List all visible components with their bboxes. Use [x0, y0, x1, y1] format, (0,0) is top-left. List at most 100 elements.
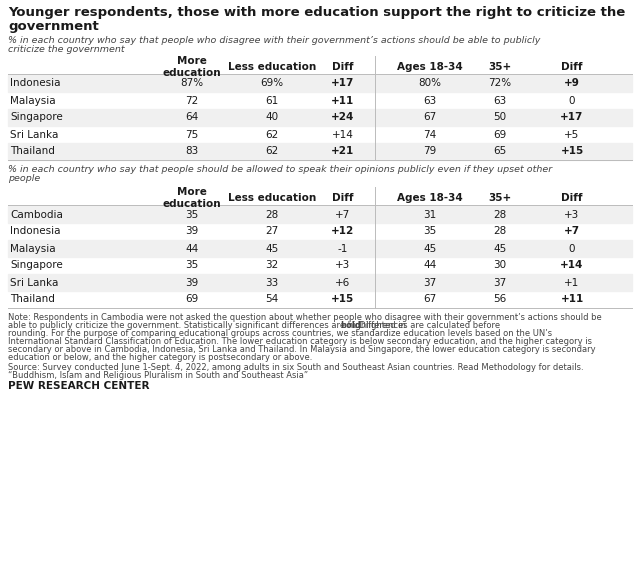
- Text: 39: 39: [186, 227, 198, 236]
- Text: 35+: 35+: [488, 62, 511, 72]
- Text: +7: +7: [335, 209, 351, 219]
- Text: 65: 65: [493, 147, 507, 156]
- Text: Sri Lanka: Sri Lanka: [10, 277, 58, 288]
- Text: Thailand: Thailand: [10, 294, 55, 305]
- Text: 61: 61: [266, 95, 278, 105]
- Text: 74: 74: [424, 130, 436, 139]
- Text: Ages 18-34: Ages 18-34: [397, 62, 463, 72]
- Bar: [8, 206, 632, 223]
- Bar: [8, 274, 632, 291]
- Text: 28: 28: [266, 209, 278, 219]
- Text: Indonesia: Indonesia: [10, 78, 61, 89]
- Text: 30: 30: [493, 261, 507, 271]
- Bar: [8, 109, 632, 126]
- Text: Diff: Diff: [561, 62, 583, 72]
- Text: 80%: 80%: [419, 78, 442, 89]
- Text: . Differences are calculated before: . Differences are calculated before: [354, 321, 500, 330]
- Text: % in each country who say that people should be allowed to speak their opinions : % in each country who say that people sh…: [8, 165, 552, 174]
- Text: 56: 56: [493, 294, 507, 305]
- Text: Malaysia: Malaysia: [10, 244, 56, 253]
- Text: Sri Lanka: Sri Lanka: [10, 130, 58, 139]
- Text: 0: 0: [569, 95, 575, 105]
- Text: +3: +3: [335, 261, 351, 271]
- Text: +15: +15: [332, 294, 355, 305]
- Text: 45: 45: [424, 244, 436, 253]
- Text: 63: 63: [424, 95, 436, 105]
- Text: government: government: [8, 20, 99, 33]
- Text: +17: +17: [560, 112, 584, 122]
- Text: % in each country who say that people who disagree with their government’s actio: % in each country who say that people wh…: [8, 36, 540, 45]
- Text: 40: 40: [266, 112, 278, 122]
- Text: +12: +12: [332, 227, 355, 236]
- Text: 69: 69: [186, 294, 198, 305]
- Text: Ages 18-34: Ages 18-34: [397, 193, 463, 203]
- Text: 32: 32: [266, 261, 278, 271]
- Text: 64: 64: [186, 112, 198, 122]
- Text: people: people: [8, 174, 40, 183]
- Text: Singapore: Singapore: [10, 112, 63, 122]
- Text: 37: 37: [493, 277, 507, 288]
- Text: 72: 72: [186, 95, 198, 105]
- Text: Less education: Less education: [228, 62, 316, 72]
- Text: 67: 67: [424, 294, 436, 305]
- Text: Diff: Diff: [332, 193, 354, 203]
- Text: 45: 45: [266, 244, 278, 253]
- Text: PEW RESEARCH CENTER: PEW RESEARCH CENTER: [8, 381, 150, 391]
- Text: 54: 54: [266, 294, 278, 305]
- Text: 62: 62: [266, 147, 278, 156]
- Text: 44: 44: [186, 244, 198, 253]
- Text: 83: 83: [186, 147, 198, 156]
- Text: bold: bold: [340, 321, 361, 330]
- Text: rounding. For the purpose of comparing educational groups across countries, we s: rounding. For the purpose of comparing e…: [8, 329, 552, 338]
- Text: 69%: 69%: [260, 78, 284, 89]
- Text: Less education: Less education: [228, 193, 316, 203]
- Text: 72%: 72%: [488, 78, 511, 89]
- Text: +11: +11: [561, 294, 584, 305]
- Text: Diff: Diff: [332, 62, 354, 72]
- Text: Younger respondents, those with more education support the right to criticize th: Younger respondents, those with more edu…: [8, 6, 625, 19]
- Text: Indonesia: Indonesia: [10, 227, 61, 236]
- Text: +9: +9: [564, 78, 580, 89]
- Text: 87%: 87%: [180, 78, 204, 89]
- Text: Malaysia: Malaysia: [10, 95, 56, 105]
- Text: Note: Respondents in Cambodia were not asked the question about whether people w: Note: Respondents in Cambodia were not a…: [8, 313, 602, 322]
- Text: 35: 35: [186, 261, 198, 271]
- Text: International Standard Classification of Education. The lower education category: International Standard Classification of…: [8, 337, 592, 346]
- Bar: [8, 240, 632, 257]
- Text: able to publicly criticize the government. Statistically significant differences: able to publicly criticize the governmen…: [8, 321, 408, 330]
- Text: secondary or above in Cambodia, Indonesia, Sri Lanka and Thailand. In Malaysia a: secondary or above in Cambodia, Indonesi…: [8, 345, 596, 354]
- Text: +6: +6: [335, 277, 351, 288]
- Text: Cambodia: Cambodia: [10, 209, 63, 219]
- Text: +3: +3: [564, 209, 580, 219]
- Bar: [8, 143, 632, 160]
- Text: +14: +14: [560, 261, 584, 271]
- Bar: [8, 75, 632, 92]
- Text: 62: 62: [266, 130, 278, 139]
- Text: Source: Survey conducted June 1-Sept. 4, 2022, among adults in six South and Sou: Source: Survey conducted June 1-Sept. 4,…: [8, 363, 584, 372]
- Text: 45: 45: [493, 244, 507, 253]
- Text: 37: 37: [424, 277, 436, 288]
- Text: 28: 28: [493, 209, 507, 219]
- Text: Singapore: Singapore: [10, 261, 63, 271]
- Text: +5: +5: [564, 130, 580, 139]
- Text: +24: +24: [332, 112, 355, 122]
- Text: 35: 35: [186, 209, 198, 219]
- Text: 31: 31: [424, 209, 436, 219]
- Text: More
education: More education: [163, 187, 221, 209]
- Text: 28: 28: [493, 227, 507, 236]
- Text: 35+: 35+: [488, 193, 511, 203]
- Text: 0: 0: [569, 244, 575, 253]
- Text: +17: +17: [332, 78, 355, 89]
- Text: +14: +14: [332, 130, 354, 139]
- Text: 79: 79: [424, 147, 436, 156]
- Text: 75: 75: [186, 130, 198, 139]
- Text: 39: 39: [186, 277, 198, 288]
- Text: 33: 33: [266, 277, 278, 288]
- Text: +15: +15: [561, 147, 584, 156]
- Text: +11: +11: [332, 95, 355, 105]
- Text: 50: 50: [493, 112, 507, 122]
- Text: +7: +7: [564, 227, 580, 236]
- Text: 63: 63: [493, 95, 507, 105]
- Text: 27: 27: [266, 227, 278, 236]
- Text: 69: 69: [493, 130, 507, 139]
